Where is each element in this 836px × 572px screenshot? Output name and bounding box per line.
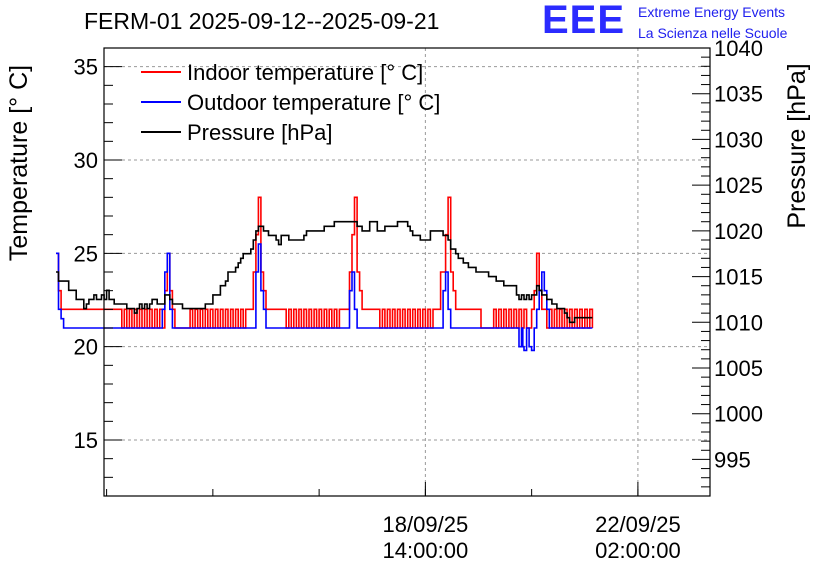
x-tick-label-date: 18/09/25 — [383, 512, 469, 537]
chart-title: FERM-01 2025-09-12--2025-09-21 — [84, 8, 440, 34]
plot-frame — [103, 47, 711, 497]
legend-label-indoor: Indoor temperature [° C] — [187, 60, 423, 85]
series-lines — [56, 196, 594, 352]
y-left-tick-label: 15 — [74, 428, 98, 453]
y-right-tick-label: 1005 — [714, 356, 763, 381]
axes: 15 20 25 30 35 995 1000 1005 1010 1015 1020 1025 103… — [74, 36, 763, 563]
y-axis-right-label: Pressure [hPa] — [783, 63, 811, 228]
y-right-tick-label: 1025 — [714, 173, 763, 198]
legend-label-pressure: Pressure [hPa] — [187, 120, 333, 145]
y-left-tick-label: 20 — [74, 335, 98, 360]
legend-label-outdoor: Outdoor temperature [° C] — [187, 90, 440, 115]
y-left-tick-label: 35 — [74, 55, 98, 80]
y-right-tick-label: 1040 — [714, 36, 763, 61]
x-tick-label-date: 22/09/25 — [595, 512, 681, 537]
y-right-tick-label: 1035 — [714, 82, 763, 107]
series-line-pressure — [56, 220, 593, 324]
series-line-outdoor — [56, 243, 593, 352]
y-left-tick-label: 25 — [74, 241, 98, 266]
y-axis-left-label: Temperature [° C] — [5, 65, 33, 261]
eee-logo: EEE — [542, 0, 626, 42]
y-right-tick-label: 1030 — [714, 127, 763, 152]
x-tick-label-time: 14:00:00 — [383, 538, 469, 563]
y-left-tick-label: 30 — [74, 148, 98, 173]
y-right-tick-label: 1015 — [714, 265, 763, 290]
grid-lines — [104, 48, 710, 496]
y-right-tick-label: 1000 — [714, 402, 763, 427]
logo-subtitle-2: La Scienza nelle Scuole — [638, 25, 788, 41]
y-right-tick-label: 1020 — [714, 219, 763, 244]
x-tick-label-time: 02:00:00 — [595, 538, 681, 563]
y-right-tick-label: 995 — [714, 447, 751, 472]
y-right-tick-label: 1010 — [714, 310, 763, 335]
legend: Indoor temperature [° C] Outdoor temperat… — [141, 60, 440, 145]
logo-subtitle-1: Extreme Energy Events — [638, 4, 786, 20]
